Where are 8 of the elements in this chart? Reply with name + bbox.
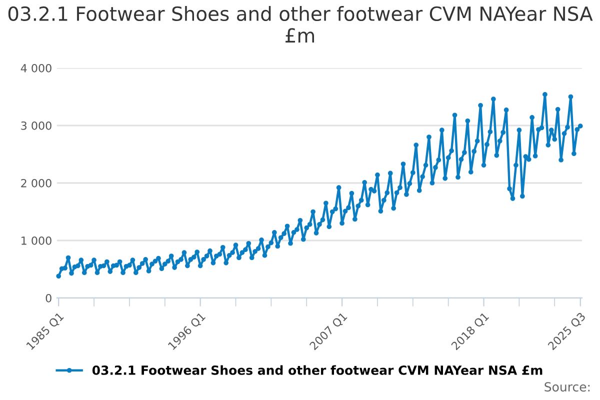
y-tick-label: 4 000 [20,64,52,72]
legend-label: 03.2.1 Footwear Shoes and other footwear CVM NAYear NSA £m [92,365,542,375]
y-tick-label: 3 000 [21,121,52,130]
y-tick-label: 0 [46,294,52,302]
source-note: Source: [544,382,590,392]
chart-title: 03.2.1 Footwear Shoes and other footwear CVM NAYear NSA £m [8,6,593,43]
y-tick-label: 1 000 [22,236,52,245]
y-tick-label: 2 000 [21,178,52,188]
